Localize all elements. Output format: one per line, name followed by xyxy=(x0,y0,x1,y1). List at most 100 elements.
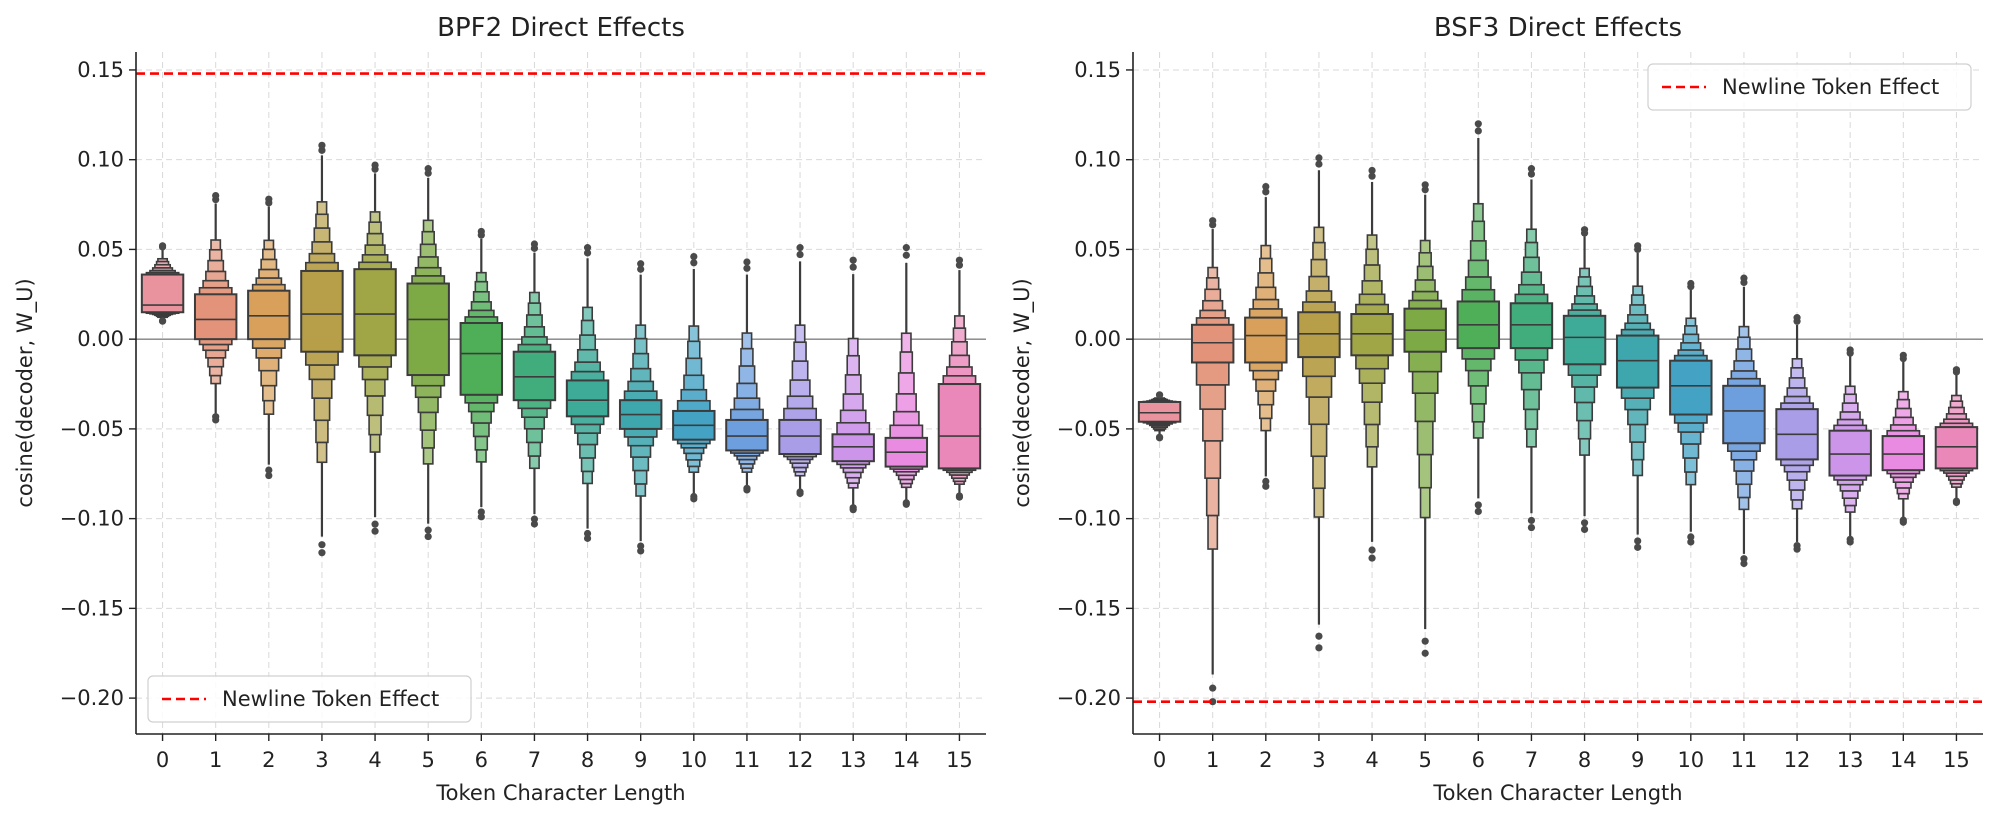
outlier-point xyxy=(318,541,326,549)
boxen-8 xyxy=(1562,226,1607,534)
outlier-point xyxy=(902,499,910,507)
boxen-tail-upper xyxy=(842,393,864,412)
boxen-tail-lower xyxy=(1726,442,1761,452)
boxen-tail-upper xyxy=(635,324,647,340)
boxen-6 xyxy=(1456,120,1501,516)
boxen-tail-upper xyxy=(527,302,542,316)
outlier-point xyxy=(1315,632,1323,640)
boxen-13 xyxy=(1828,346,1872,546)
boxen-tail-upper xyxy=(1632,285,1644,296)
chart-title: BPF2 Direct Effects xyxy=(437,13,685,43)
legend-label: Newline Token Effect xyxy=(222,687,439,711)
outlier-point xyxy=(1687,538,1695,546)
boxen-tail-upper xyxy=(1735,348,1753,362)
boxen-tail-lower xyxy=(1520,372,1543,391)
boxen-tail-lower xyxy=(630,444,652,458)
boxen-tail-lower xyxy=(262,384,276,402)
boxen-tail-lower xyxy=(1579,437,1591,456)
boxen-tail-lower xyxy=(1788,479,1806,491)
boxen-tail-upper xyxy=(582,306,594,322)
boxen-tail-upper xyxy=(1680,342,1702,351)
boxen-tail-upper xyxy=(1520,271,1543,286)
x-tick-label: 12 xyxy=(787,748,814,772)
outlier-point xyxy=(424,169,432,177)
boxen-tail-lower xyxy=(1685,471,1697,486)
boxen-tail-lower xyxy=(1571,374,1598,388)
boxen-tail-lower xyxy=(414,384,442,399)
boxen-tail-upper xyxy=(1257,272,1275,289)
boxen-tail-lower xyxy=(313,397,331,422)
boxen-tail-lower xyxy=(258,357,280,372)
boxen-tail-lower xyxy=(475,449,487,463)
outlier-point xyxy=(1315,154,1323,162)
boxen-tail-upper xyxy=(316,201,328,216)
boxen-tail-lower xyxy=(528,455,540,470)
boxen-tail-lower xyxy=(525,427,543,444)
x-axis-label: Token Character Length xyxy=(1432,781,1682,805)
boxen-tail-upper xyxy=(687,340,701,360)
boxen-tail-upper xyxy=(1630,294,1645,306)
boxen-tail-lower xyxy=(366,395,384,417)
y-tick-label: −0.15 xyxy=(60,596,124,620)
boxen-tail-lower xyxy=(1630,441,1645,461)
boxen-tail-upper xyxy=(1312,241,1326,261)
boxen-tail-upper xyxy=(470,301,492,312)
boxen-tail-upper xyxy=(1518,283,1545,296)
y-tick-label: −0.05 xyxy=(60,417,124,441)
boxen-iqr-box xyxy=(1509,302,1554,350)
outlier-point xyxy=(1952,497,1961,505)
boxen-iqr-box xyxy=(1881,435,1926,472)
boxen-tail-lower xyxy=(1204,440,1222,479)
boxen-iqr-box xyxy=(831,433,875,463)
x-tick-label: 2 xyxy=(262,748,275,772)
boxen-14 xyxy=(1881,351,1926,526)
boxen-tail-lower xyxy=(1355,354,1390,370)
outlier-point xyxy=(1209,684,1217,692)
outlier-point xyxy=(1421,649,1429,657)
boxen-tail-lower xyxy=(1627,408,1649,426)
boxen-tail-lower xyxy=(304,350,339,366)
boxen-tail-upper xyxy=(946,366,973,377)
boxen-tail-upper xyxy=(1461,288,1496,303)
boxen-tail-lower xyxy=(1629,423,1647,443)
boxen-tail-lower xyxy=(1735,470,1753,486)
boxen-tail-lower xyxy=(472,422,490,438)
boxen-tail-lower xyxy=(1472,420,1484,439)
boxen-tail-upper xyxy=(738,365,756,385)
boxen-tail-upper xyxy=(521,336,548,346)
boxen-tail-lower xyxy=(1567,363,1602,376)
x-tick-label: 8 xyxy=(1578,748,1591,772)
boxen-tail-lower xyxy=(1205,477,1220,517)
boxen-tail-lower xyxy=(688,465,700,474)
boxen-tail-upper xyxy=(411,275,446,285)
boxen-tail-lower xyxy=(627,436,655,447)
boxen-9 xyxy=(618,260,663,555)
outlier-point xyxy=(690,253,698,261)
boxen-tail-upper xyxy=(1419,239,1431,254)
boxen-tail-lower xyxy=(1525,428,1537,448)
x-tick-label: 10 xyxy=(1677,748,1704,772)
boxen-tail-upper xyxy=(1522,256,1540,273)
x-tick-label: 0 xyxy=(156,748,169,772)
boxen-tail-upper xyxy=(1624,322,1652,331)
boxen-tail-lower xyxy=(1408,350,1443,373)
x-tick-label: 10 xyxy=(680,748,707,772)
boxen-iqr-box xyxy=(1562,314,1607,366)
boxen-10 xyxy=(672,253,716,503)
boxen-tail-lower xyxy=(1411,370,1439,394)
legend: Newline Token Effect xyxy=(147,675,472,723)
x-tick-label: 7 xyxy=(528,748,541,772)
boxen-tail-lower xyxy=(580,457,595,473)
boxen-tail-upper xyxy=(950,340,968,357)
boxen-tail-upper xyxy=(1945,413,1968,421)
boxen-8 xyxy=(565,244,610,542)
boxen-tail-lower xyxy=(1207,514,1219,550)
boxen-12 xyxy=(1775,314,1819,553)
outlier-point xyxy=(743,258,751,266)
boxen-tail-upper xyxy=(205,270,227,282)
boxen-tail-lower xyxy=(632,456,650,472)
boxen-tail-upper xyxy=(688,325,700,343)
outlier-point xyxy=(530,520,539,528)
outlier-point xyxy=(371,520,379,528)
boxen-tail-upper xyxy=(794,324,806,344)
